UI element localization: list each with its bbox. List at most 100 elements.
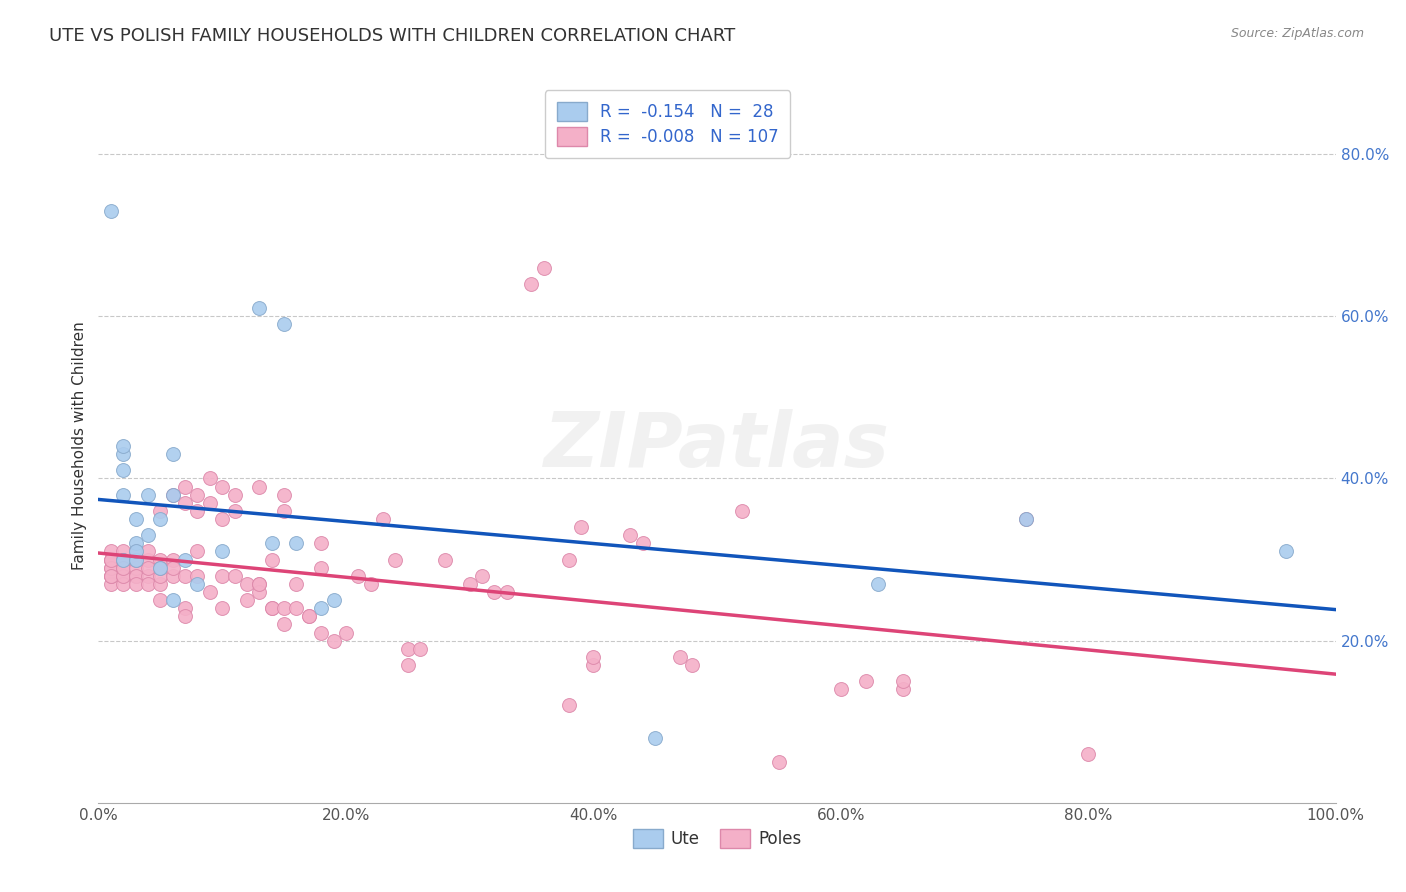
Point — [211, 512, 233, 526]
Point — [149, 552, 172, 566]
Point — [149, 512, 172, 526]
Point — [136, 488, 159, 502]
Point — [458, 577, 481, 591]
Point — [309, 601, 332, 615]
Point — [112, 568, 135, 582]
Point — [236, 577, 259, 591]
Point — [247, 577, 270, 591]
Point — [162, 593, 184, 607]
Point — [298, 609, 321, 624]
Point — [112, 463, 135, 477]
Point — [186, 568, 208, 582]
Point — [162, 488, 184, 502]
Point — [211, 479, 233, 493]
Point — [112, 560, 135, 574]
Point — [100, 544, 122, 558]
Point — [162, 488, 184, 502]
Point — [384, 552, 406, 566]
Point — [681, 657, 703, 672]
Text: UTE VS POLISH FAMILY HOUSEHOLDS WITH CHILDREN CORRELATION CHART: UTE VS POLISH FAMILY HOUSEHOLDS WITH CHI… — [49, 27, 735, 45]
Point — [471, 568, 494, 582]
Point — [174, 568, 197, 582]
Point — [136, 528, 159, 542]
Point — [247, 479, 270, 493]
Point — [136, 552, 159, 566]
Point — [211, 544, 233, 558]
Point — [211, 568, 233, 582]
Point — [162, 552, 184, 566]
Point — [247, 301, 270, 315]
Point — [211, 601, 233, 615]
Point — [285, 577, 308, 591]
Point — [100, 577, 122, 591]
Point — [360, 577, 382, 591]
Point — [273, 318, 295, 332]
Point — [224, 568, 246, 582]
Point — [866, 577, 889, 591]
Text: Source: ZipAtlas.com: Source: ZipAtlas.com — [1230, 27, 1364, 40]
Point — [124, 544, 146, 558]
Point — [891, 674, 914, 689]
Point — [396, 657, 419, 672]
Point — [149, 593, 172, 607]
Point — [533, 260, 555, 275]
Point — [322, 593, 344, 607]
Point — [149, 577, 172, 591]
Point — [285, 536, 308, 550]
Point — [112, 560, 135, 574]
Point — [124, 552, 146, 566]
Point — [174, 496, 197, 510]
Point — [309, 560, 332, 574]
Point — [186, 504, 208, 518]
Point — [124, 577, 146, 591]
Point — [557, 552, 579, 566]
Point — [149, 504, 172, 518]
Point — [309, 625, 332, 640]
Point — [347, 568, 370, 582]
Point — [124, 512, 146, 526]
Point — [100, 552, 122, 566]
Point — [162, 568, 184, 582]
Point — [260, 552, 283, 566]
Point — [309, 536, 332, 550]
Point — [582, 649, 605, 664]
Point — [247, 585, 270, 599]
Point — [273, 617, 295, 632]
Point — [100, 203, 122, 218]
Point — [174, 552, 197, 566]
Point — [224, 488, 246, 502]
Point — [100, 560, 122, 574]
Point — [100, 552, 122, 566]
Point — [186, 544, 208, 558]
Point — [186, 577, 208, 591]
Point — [247, 577, 270, 591]
Y-axis label: Family Households with Children: Family Households with Children — [72, 322, 87, 570]
Point — [124, 568, 146, 582]
Point — [433, 552, 456, 566]
Point — [136, 568, 159, 582]
Point — [731, 504, 754, 518]
Point — [285, 601, 308, 615]
Point — [669, 649, 692, 664]
Point — [149, 560, 172, 574]
Point — [409, 641, 432, 656]
Point — [112, 447, 135, 461]
Point — [112, 439, 135, 453]
Point — [260, 536, 283, 550]
Point — [124, 552, 146, 566]
Point — [273, 601, 295, 615]
Point — [298, 609, 321, 624]
Point — [224, 504, 246, 518]
Point — [136, 577, 159, 591]
Point — [484, 585, 506, 599]
Point — [149, 560, 172, 574]
Point — [112, 488, 135, 502]
Point — [124, 568, 146, 582]
Point — [124, 560, 146, 574]
Point — [124, 544, 146, 558]
Point — [162, 447, 184, 461]
Point — [112, 552, 135, 566]
Point — [619, 528, 641, 542]
Point — [631, 536, 654, 550]
Point — [371, 512, 394, 526]
